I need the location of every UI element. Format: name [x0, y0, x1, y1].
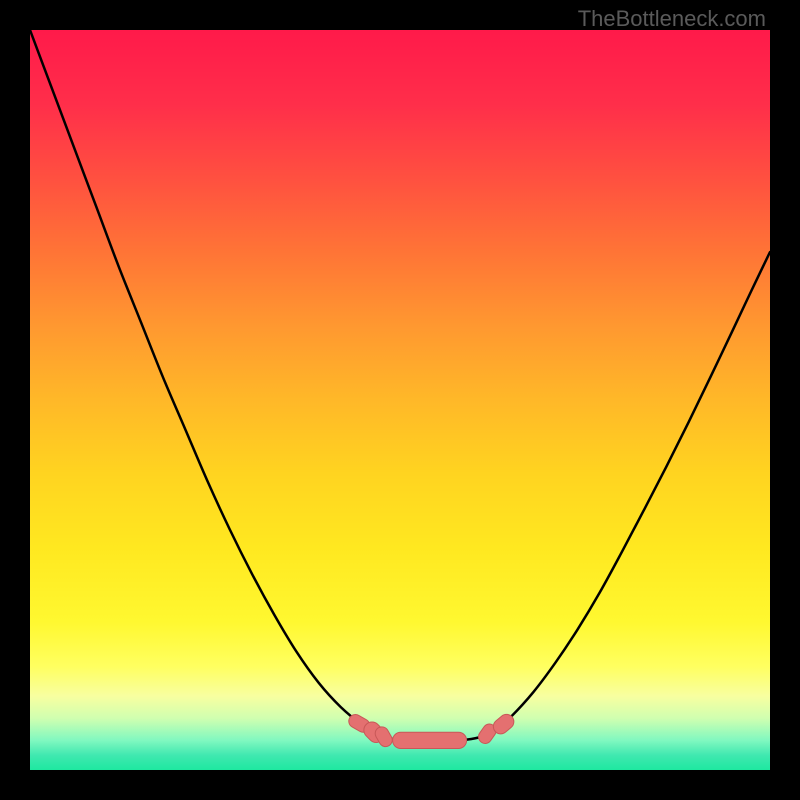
- chart-frame: TheBottleneck.com: [0, 0, 800, 800]
- watermark-text: TheBottleneck.com: [578, 6, 766, 32]
- optimal-zone-marker: [393, 732, 467, 748]
- bottleneck-curve: [30, 30, 770, 770]
- plot-area: [30, 30, 770, 770]
